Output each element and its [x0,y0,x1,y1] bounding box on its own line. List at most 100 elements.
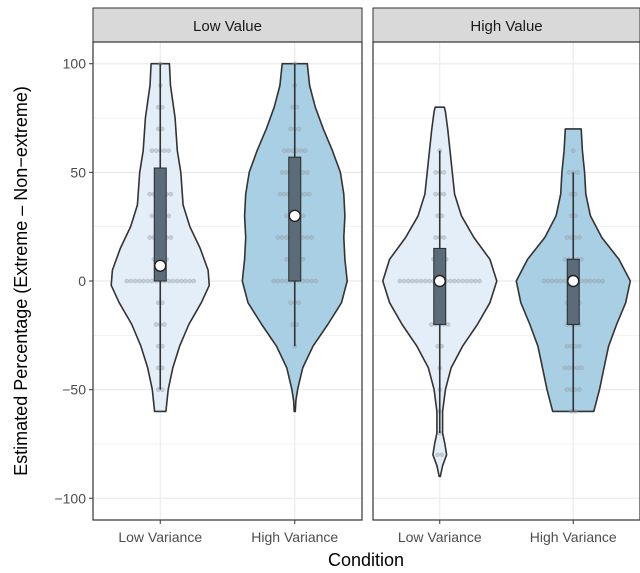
data-point [577,235,582,240]
data-point [284,170,289,175]
data-point [300,278,306,284]
data-point [309,278,314,284]
data-point [422,278,428,284]
data-point [302,148,308,153]
data-point [464,278,470,284]
data-point [305,170,310,175]
data-point [277,191,283,197]
data-point [414,278,419,284]
data-point [183,278,188,284]
y-tick-label: 0 [78,273,86,289]
data-point [441,191,447,197]
data-point [191,278,197,284]
facet-strip [372,7,640,43]
data-point [600,278,605,284]
data-point [477,278,482,284]
data-point [549,278,555,284]
data-point [168,191,174,197]
data-point [447,278,453,284]
data-point [300,213,306,219]
data-point [168,235,174,240]
box [153,167,167,282]
data-point [162,322,167,327]
data-point [166,148,172,153]
data-point [456,278,461,284]
data-point [288,126,293,132]
data-point [564,343,570,349]
data-point [296,126,302,132]
data-point [174,278,180,284]
data-point [149,148,155,153]
data-point [149,278,155,284]
data-point [583,278,589,284]
violin-high-variance [241,61,348,413]
data-point [460,278,466,284]
violin-low-variance [110,61,211,413]
data-point [166,278,172,284]
facet-strip-label: High Value [470,18,542,35]
data-point [136,278,142,284]
data-point [281,148,287,153]
violin-low-variance [382,106,498,478]
data-point [445,322,451,327]
data-point [397,278,403,284]
data-point [300,235,306,240]
data-point [275,235,281,240]
data-point [564,387,570,392]
data-point [579,278,584,284]
mean-marker [154,259,167,272]
data-point [166,213,172,219]
data-point [309,235,314,240]
data-point [562,256,568,262]
data-point [562,278,568,284]
data-point [284,235,289,240]
data-point [433,170,438,175]
data-point [275,278,281,284]
data-point [566,170,572,175]
data-point [147,235,153,240]
mean-marker [288,209,301,223]
data-point [579,256,584,262]
data-point [302,191,308,197]
data-point [577,343,582,349]
data-point [279,278,285,284]
data-point [298,148,304,153]
data-point [439,452,445,458]
x-axis-title: Condition [328,550,404,570]
data-point [568,409,574,414]
data-point [418,278,424,284]
x-tick-label: Low Variance [118,529,202,545]
mean-marker [433,274,446,288]
data-point [401,278,407,284]
data-point [128,278,134,284]
data-point [286,148,291,153]
x-tick-label: High Variance [530,529,617,545]
data-point [429,322,434,327]
data-point [162,148,167,153]
data-point [554,278,559,284]
data-point [149,213,155,219]
data-point [147,191,153,197]
data-point [124,278,130,284]
data-point [410,278,415,284]
data-point [300,170,306,175]
data-point [596,278,601,284]
data-point [178,278,184,284]
panel-border [92,41,363,521]
data-point [541,278,547,284]
data-point [153,322,159,327]
data-point [575,365,580,371]
data-point [468,278,474,284]
data-point [153,148,159,153]
data-point [313,278,319,284]
data-point [300,256,306,262]
data-point [307,191,312,197]
data-point [279,235,285,240]
violin-high-variance [515,128,632,414]
data-point [587,278,593,284]
data-point [281,191,287,197]
data-point [433,235,438,240]
data-point [579,365,584,371]
data-point [296,300,302,306]
